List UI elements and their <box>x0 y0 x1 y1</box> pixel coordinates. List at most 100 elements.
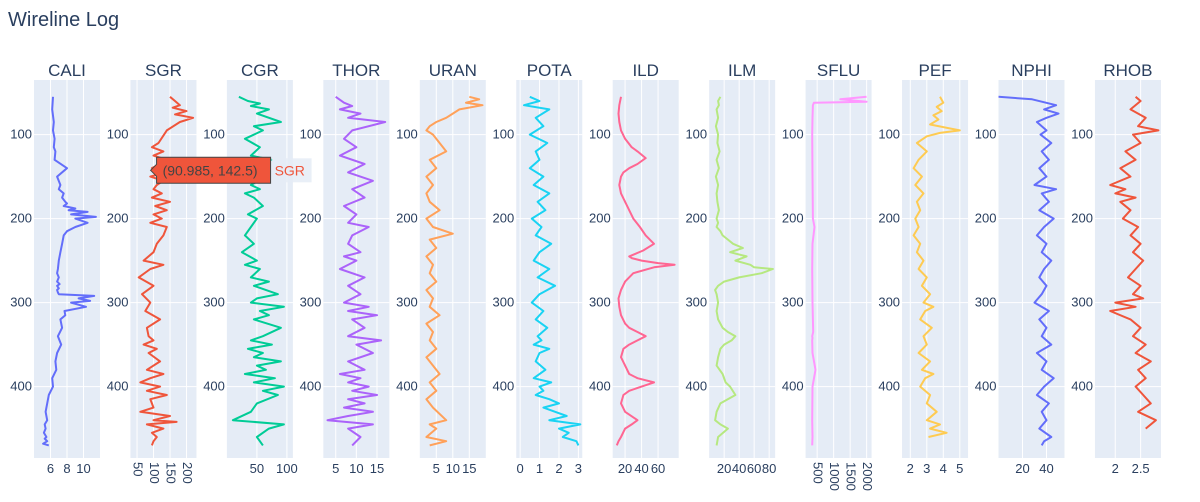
ild-panel-title: ILD <box>632 61 658 80</box>
panel-thor: 100 200 300 400 5 10 15 THOR <box>300 61 390 476</box>
pef-panel-title: PEF <box>919 61 952 80</box>
sflu-plot-background <box>805 80 872 458</box>
ild-x-tick-label: 20 <box>618 461 632 476</box>
sgr-x-tick-label: 200 <box>180 462 195 484</box>
ild-y-tick-label: 200 <box>589 211 611 226</box>
hover-tooltip-value: (90.985, 142.5) <box>163 162 258 178</box>
sgr-y-tick-label: 300 <box>107 295 129 310</box>
panel-nphi: 100 200 300 400 20 40 NPHI <box>975 61 1065 476</box>
ilm-y-tick-label: 300 <box>685 295 707 310</box>
nphi-y-tick-label: 200 <box>975 211 997 226</box>
uran-y-tick-label: 100 <box>396 127 418 142</box>
sflu-y-tick-label: 400 <box>782 379 804 394</box>
panel-uran: 100 200 300 400 5 10 15 URAN <box>396 61 486 476</box>
ild-x-tick-label: 40 <box>634 461 648 476</box>
rhob-y-tick-label: 200 <box>1071 211 1093 226</box>
cali-x-tick-label: 8 <box>63 461 70 476</box>
nphi-y-tick-label: 400 <box>975 379 997 394</box>
ilm-x-tick-label: 60 <box>747 461 761 476</box>
rhob-panel-title: RHOB <box>1103 61 1152 80</box>
pef-y-tick-label: 100 <box>878 127 900 142</box>
pef-y-tick-label: 300 <box>878 295 900 310</box>
pota-x-tick-label: 0 <box>517 461 524 476</box>
hover-tooltip-box <box>149 156 272 184</box>
cgr-series-line <box>231 95 285 446</box>
cgr-y-tick-label: 300 <box>203 295 225 310</box>
pota-panel-title: POTA <box>527 61 573 80</box>
sgr-x-tick-label: 100 <box>147 462 162 484</box>
sflu-y-tick-label: 300 <box>782 295 804 310</box>
cgr-y-tick-label: 100 <box>203 127 225 142</box>
nphi-y-tick-label: 300 <box>975 295 997 310</box>
ilm-y-tick-label: 100 <box>685 127 707 142</box>
pota-x-tick-label: 2 <box>555 461 562 476</box>
ild-y-tick-label: 400 <box>589 379 611 394</box>
ilm-series-line <box>714 96 774 446</box>
cali-y-tick-label: 400 <box>10 379 32 394</box>
cali-y-tick-label: 200 <box>10 211 32 226</box>
cgr-x-tick-label: 50 <box>250 461 264 476</box>
nphi-plot-background <box>998 80 1065 458</box>
sflu-y-tick-label: 100 <box>782 127 804 142</box>
pota-y-tick-label: 200 <box>493 211 515 226</box>
pef-x-tick-label: 4 <box>940 461 947 476</box>
hover-tooltip-series-background <box>271 158 312 183</box>
ilm-x-tick-label: 20 <box>717 461 731 476</box>
pota-series-line <box>523 95 582 446</box>
pef-x-tick-label: 2 <box>907 461 914 476</box>
uran-x-tick-label: 5 <box>433 461 440 476</box>
sflu-series-line <box>811 95 868 446</box>
sgr-x-tick-label: 50 <box>131 462 146 476</box>
panel-cali: 100 200 300 400 6 8 10 CALI <box>10 61 100 476</box>
pef-y-tick-label: 200 <box>878 211 900 226</box>
rhob-series-line <box>1109 96 1160 430</box>
sflu-x-tick-label: 500 <box>811 462 826 484</box>
uran-y-tick-label: 400 <box>396 379 418 394</box>
nphi-series-line <box>998 95 1060 446</box>
cali-x-tick-label: 6 <box>47 461 54 476</box>
pef-x-tick-label: 5 <box>956 461 963 476</box>
ild-x-tick-label: 60 <box>651 461 665 476</box>
thor-y-tick-label: 300 <box>300 295 322 310</box>
ilm-y-tick-label: 400 <box>685 379 707 394</box>
pota-y-tick-label: 100 <box>493 127 515 142</box>
cali-y-tick-label: 300 <box>10 295 32 310</box>
sflu-panel-title: SFLU <box>817 61 860 80</box>
rhob-plot-background <box>1094 80 1161 458</box>
uran-x-tick-label: 15 <box>462 461 476 476</box>
sgr-y-tick-label: 400 <box>107 379 129 394</box>
ilm-x-tick-label: 40 <box>732 461 746 476</box>
uran-y-tick-label: 200 <box>396 211 418 226</box>
thor-x-tick-label: 10 <box>349 461 363 476</box>
sflu-x-tick-label: 1500 <box>844 462 859 491</box>
ilm-x-tick-label: 80 <box>762 461 776 476</box>
hover-tooltip: (90.985, 142.5) SGR <box>149 156 312 184</box>
uran-x-tick-label: 10 <box>446 461 460 476</box>
sgr-panel-title: SGR <box>145 61 182 80</box>
cali-x-tick-label: 10 <box>76 461 90 476</box>
hover-tooltip-series: SGR <box>275 162 305 178</box>
pef-plot-background <box>902 80 969 458</box>
cali-series-line <box>42 96 97 447</box>
pota-y-tick-label: 400 <box>493 379 515 394</box>
rhob-x-tick-label: 2 <box>1112 461 1119 476</box>
rhob-y-tick-label: 400 <box>1071 379 1093 394</box>
panel-ild: 100 200 300 400 20 40 60 ILD <box>589 61 679 476</box>
pota-x-tick-label: 3 <box>575 461 582 476</box>
uran-panel-title: URAN <box>429 61 477 80</box>
nphi-x-tick-label: 40 <box>1039 461 1053 476</box>
panel-cgr: 100 200 300 400 50 100 CGR <box>203 61 298 476</box>
panel-rhob: 100 200 300 400 2 2.5 RHOB <box>1071 61 1161 476</box>
figure-title: Wireline Log <box>8 9 119 31</box>
panel-sflu: 100 200 300 400 500 1000 1500 2000 SFLU <box>782 61 875 491</box>
rhob-x-tick-label: 2.5 <box>1132 461 1150 476</box>
panel-pef: 100 200 300 400 2 3 4 5 PEF <box>878 61 969 476</box>
thor-series-line <box>326 95 387 447</box>
panel-pota: 100 200 300 400 0 1 2 3 POTA <box>493 61 583 476</box>
thor-x-tick-label: 15 <box>370 461 384 476</box>
pota-x-tick-label: 1 <box>536 461 543 476</box>
sgr-y-tick-label: 200 <box>107 211 129 226</box>
ild-y-tick-label: 100 <box>589 127 611 142</box>
